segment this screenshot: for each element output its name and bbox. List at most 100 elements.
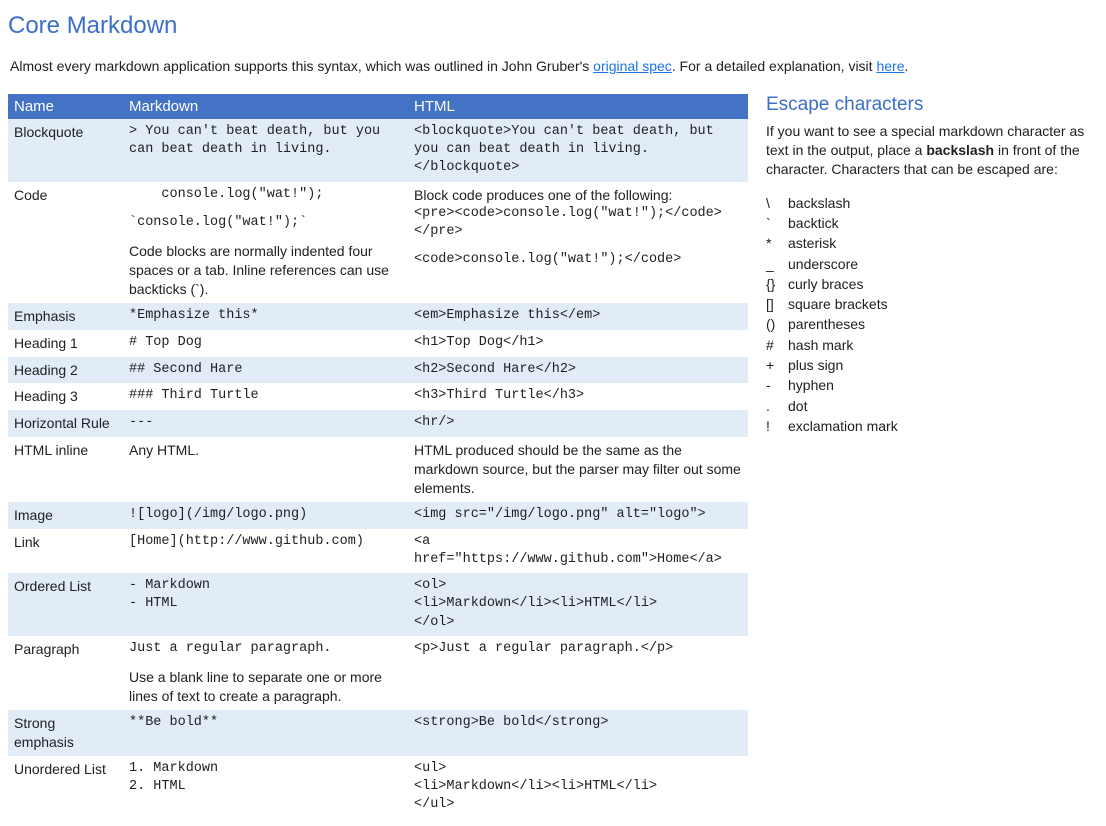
escape-item: #hash mark (766, 335, 1098, 355)
intro-text: Almost every markdown application suppor… (10, 58, 593, 74)
code-html-block: <pre><code>console.log("wat!");</code></… (414, 205, 742, 241)
cell-md: # Top Dog (123, 330, 408, 357)
code-md-block: console.log("wat!"); (129, 186, 402, 204)
cell-html: <strong>Be bold</strong> (408, 710, 748, 756)
cell-md: *Emphasize this* (123, 303, 408, 330)
cell-md: [Home](http://www.github.com) (123, 529, 408, 573)
sidebar: Escape characters If you want to see a s… (766, 94, 1098, 436)
escape-symbol: () (766, 314, 788, 334)
cell-name: Code (8, 182, 123, 303)
cell-md: ![logo](/img/logo.png) (123, 502, 408, 529)
cell-html: <ol> <li>Markdown</li><li>HTML</li> </ol… (408, 573, 748, 636)
escape-item: +plus sign (766, 355, 1098, 375)
cell-md: 1. Markdown 2. HTML (123, 756, 408, 819)
escape-symbol: - (766, 375, 788, 395)
cell-html: <h3>Third Turtle</h3> (408, 383, 748, 410)
original-spec-link[interactable]: original spec (593, 58, 672, 74)
cell-html: HTML produced should be the same as the … (408, 437, 748, 502)
ol-html-1: <ol> (414, 577, 742, 595)
cell-name: Unordered List (8, 756, 123, 819)
cell-name: Link (8, 529, 123, 573)
cell-name: Heading 1 (8, 330, 123, 357)
cell-name: HTML inline (8, 437, 123, 502)
escape-item: []square brackets (766, 294, 1098, 314)
table-row: Horizontal Rule --- <hr/> (8, 410, 748, 437)
ul-md-1: 1. Markdown (129, 760, 402, 778)
escape-list: \backslash`backtick*asterisk_underscore{… (766, 193, 1098, 437)
ul-html-3: </ul> (414, 796, 742, 814)
code-html-inline: <code>console.log("wat!");</code> (414, 251, 742, 269)
escape-item: !exclamation mark (766, 416, 1098, 436)
escape-label: dot (788, 396, 807, 416)
escape-symbol: ! (766, 416, 788, 436)
cell-md: ## Second Hare (123, 357, 408, 384)
ul-md-2: 2. HTML (129, 778, 402, 796)
table-row: Unordered List 1. Markdown 2. HTML <ul> … (8, 756, 748, 819)
escape-item: *asterisk (766, 233, 1098, 253)
escape-symbol: * (766, 233, 788, 253)
escape-label: parentheses (788, 314, 865, 334)
escape-label: square brackets (788, 294, 888, 314)
para-md: Just a regular paragraph. (129, 640, 402, 658)
escape-label: exclamation mark (788, 416, 898, 436)
cell-md: --- (123, 410, 408, 437)
code-md-inline: `console.log("wat!");` (129, 214, 402, 232)
ol-html-2: <li>Markdown</li><li>HTML</li> (414, 595, 742, 613)
cell-md: Any HTML. (123, 437, 408, 502)
escape-symbol: {} (766, 274, 788, 294)
intro-after: . (904, 58, 908, 74)
cell-name: Heading 3 (8, 383, 123, 410)
cell-html: <h1>Top Dog</h1> (408, 330, 748, 357)
table-row: Emphasis *Emphasize this* <em>Emphasize … (8, 303, 748, 330)
escape-label: plus sign (788, 355, 843, 375)
table-row: Link [Home](http://www.github.com) <a hr… (8, 529, 748, 573)
ul-html-1: <ul> (414, 760, 742, 778)
cell-md: console.log("wat!"); `console.log("wat!"… (123, 182, 408, 303)
code-md-note: Code blocks are normally indented four s… (129, 243, 389, 297)
cell-html: <em>Emphasize this</em> (408, 303, 748, 330)
escape-item: \backslash (766, 193, 1098, 213)
escape-symbol: _ (766, 254, 788, 274)
cell-md: > You can't beat death, but you can beat… (123, 119, 408, 182)
escape-label: hash mark (788, 335, 853, 355)
cell-name: Ordered List (8, 573, 123, 636)
intro-paragraph: Almost every markdown application suppor… (10, 58, 1098, 74)
escape-symbol: \ (766, 193, 788, 213)
table-row: Blockquote > You can't beat death, but y… (8, 119, 748, 182)
escape-label: backtick (788, 213, 839, 233)
escape-item: ()parentheses (766, 314, 1098, 334)
syntax-table: Name Markdown HTML Blockquote > You can'… (8, 94, 748, 818)
table-row: Heading 3 ### Third Turtle <h3>Third Tur… (8, 383, 748, 410)
intro-mid: . For a detailed explanation, visit (672, 58, 877, 74)
cell-md: Just a regular paragraph. Use a blank li… (123, 636, 408, 710)
ol-md-2: - HTML (129, 595, 402, 613)
cell-html: <img src="/img/logo.png" alt="logo"> (408, 502, 748, 529)
cell-name: Paragraph (8, 636, 123, 710)
cell-html: <a href="https://www.github.com">Home</a… (408, 529, 748, 573)
cell-html: <hr/> (408, 410, 748, 437)
table-header-row: Name Markdown HTML (8, 94, 748, 119)
escape-symbol: # (766, 335, 788, 355)
col-html: HTML (408, 94, 748, 119)
escape-symbol: [] (766, 294, 788, 314)
page-title: Core Markdown (8, 12, 1098, 40)
ol-md-1: - Markdown (129, 577, 402, 595)
table-row: Heading 2 ## Second Hare <h2>Second Hare… (8, 357, 748, 384)
cell-html: Block code produces one of the following… (408, 182, 748, 303)
ul-html-2: <li>Markdown</li><li>HTML</li> (414, 778, 742, 796)
cell-md: ### Third Turtle (123, 383, 408, 410)
escape-symbol: ` (766, 213, 788, 233)
cell-name: Horizontal Rule (8, 410, 123, 437)
sidebar-bold: backslash (926, 142, 994, 158)
table-row: Image ![logo](/img/logo.png) <img src="/… (8, 502, 748, 529)
here-link[interactable]: here (876, 58, 904, 74)
table-row: Paragraph Just a regular paragraph. Use … (8, 636, 748, 710)
cell-md: - Markdown - HTML (123, 573, 408, 636)
cell-name: Blockquote (8, 119, 123, 182)
cell-html: <ul> <li>Markdown</li><li>HTML</li> </ul… (408, 756, 748, 819)
table-row: Code console.log("wat!"); `console.log("… (8, 182, 748, 303)
sidebar-title: Escape characters (766, 94, 1098, 116)
syntax-table-container: Name Markdown HTML Blockquote > You can'… (8, 94, 748, 818)
escape-item: {}curly braces (766, 274, 1098, 294)
col-markdown: Markdown (123, 94, 408, 119)
